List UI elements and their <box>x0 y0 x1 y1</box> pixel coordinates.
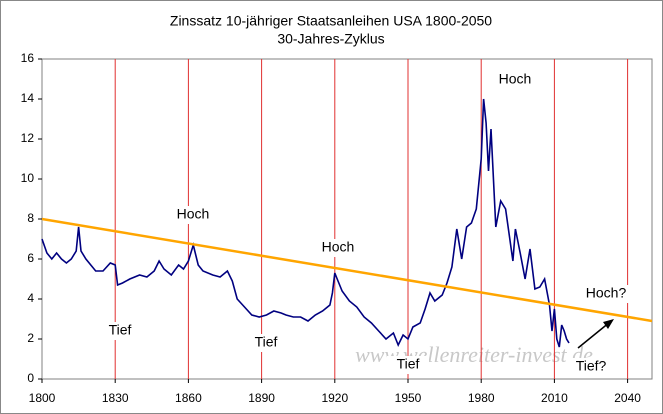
annotation: Tief? <box>576 358 607 374</box>
x-tick-label: 1920 <box>321 391 348 405</box>
annotation-bg <box>245 334 287 352</box>
chart-title: Zinssatz 10-jähriger Staatsanleihen USA … <box>170 13 492 29</box>
y-tick-label: 16 <box>21 51 35 65</box>
y-tick-label: 12 <box>21 131 35 145</box>
x-tick-label: 1890 <box>248 391 275 405</box>
annotation: Tief <box>255 334 278 350</box>
arrow-head <box>603 319 614 329</box>
y-tick-label: 10 <box>21 171 35 185</box>
x-tick-label: 2010 <box>541 391 568 405</box>
annotation-bg <box>387 356 429 374</box>
x-tick-label: 1800 <box>29 391 56 405</box>
arrow <box>577 321 611 349</box>
x-tick-label: 1860 <box>175 391 202 405</box>
y-tick-label: 2 <box>27 331 34 345</box>
annotation-bg <box>317 239 359 257</box>
x-tick-label: 2040 <box>614 391 641 405</box>
annotation: Hoch? <box>586 285 627 301</box>
annotation-bg <box>494 71 536 89</box>
x-tick-label: 1980 <box>468 391 495 405</box>
annotation: Hoch <box>177 206 210 222</box>
line <box>41 98 570 348</box>
x-tick-label: 1950 <box>395 391 422 405</box>
y-tick-label: 0 <box>27 371 34 385</box>
annotation-bg <box>99 322 141 340</box>
trend-line <box>41 217 653 323</box>
chart-subtitle: 30-Jahres-Zyklus <box>277 31 384 47</box>
y-tick-label: 6 <box>27 251 34 265</box>
annotation: Hoch <box>499 71 532 87</box>
x-tick-label: 1830 <box>102 391 129 405</box>
annotation-bg <box>172 206 214 224</box>
annotation: Tief <box>397 356 420 372</box>
annotation: Tief <box>109 322 132 338</box>
y-tick-label: 14 <box>21 91 35 105</box>
plot-area <box>41 58 653 380</box>
annotation-bg <box>566 358 616 376</box>
annotation: Hoch <box>322 239 355 255</box>
y-tick-label: 8 <box>27 211 34 225</box>
annotation-bg <box>581 285 631 303</box>
y-tick-label: 4 <box>27 291 34 305</box>
